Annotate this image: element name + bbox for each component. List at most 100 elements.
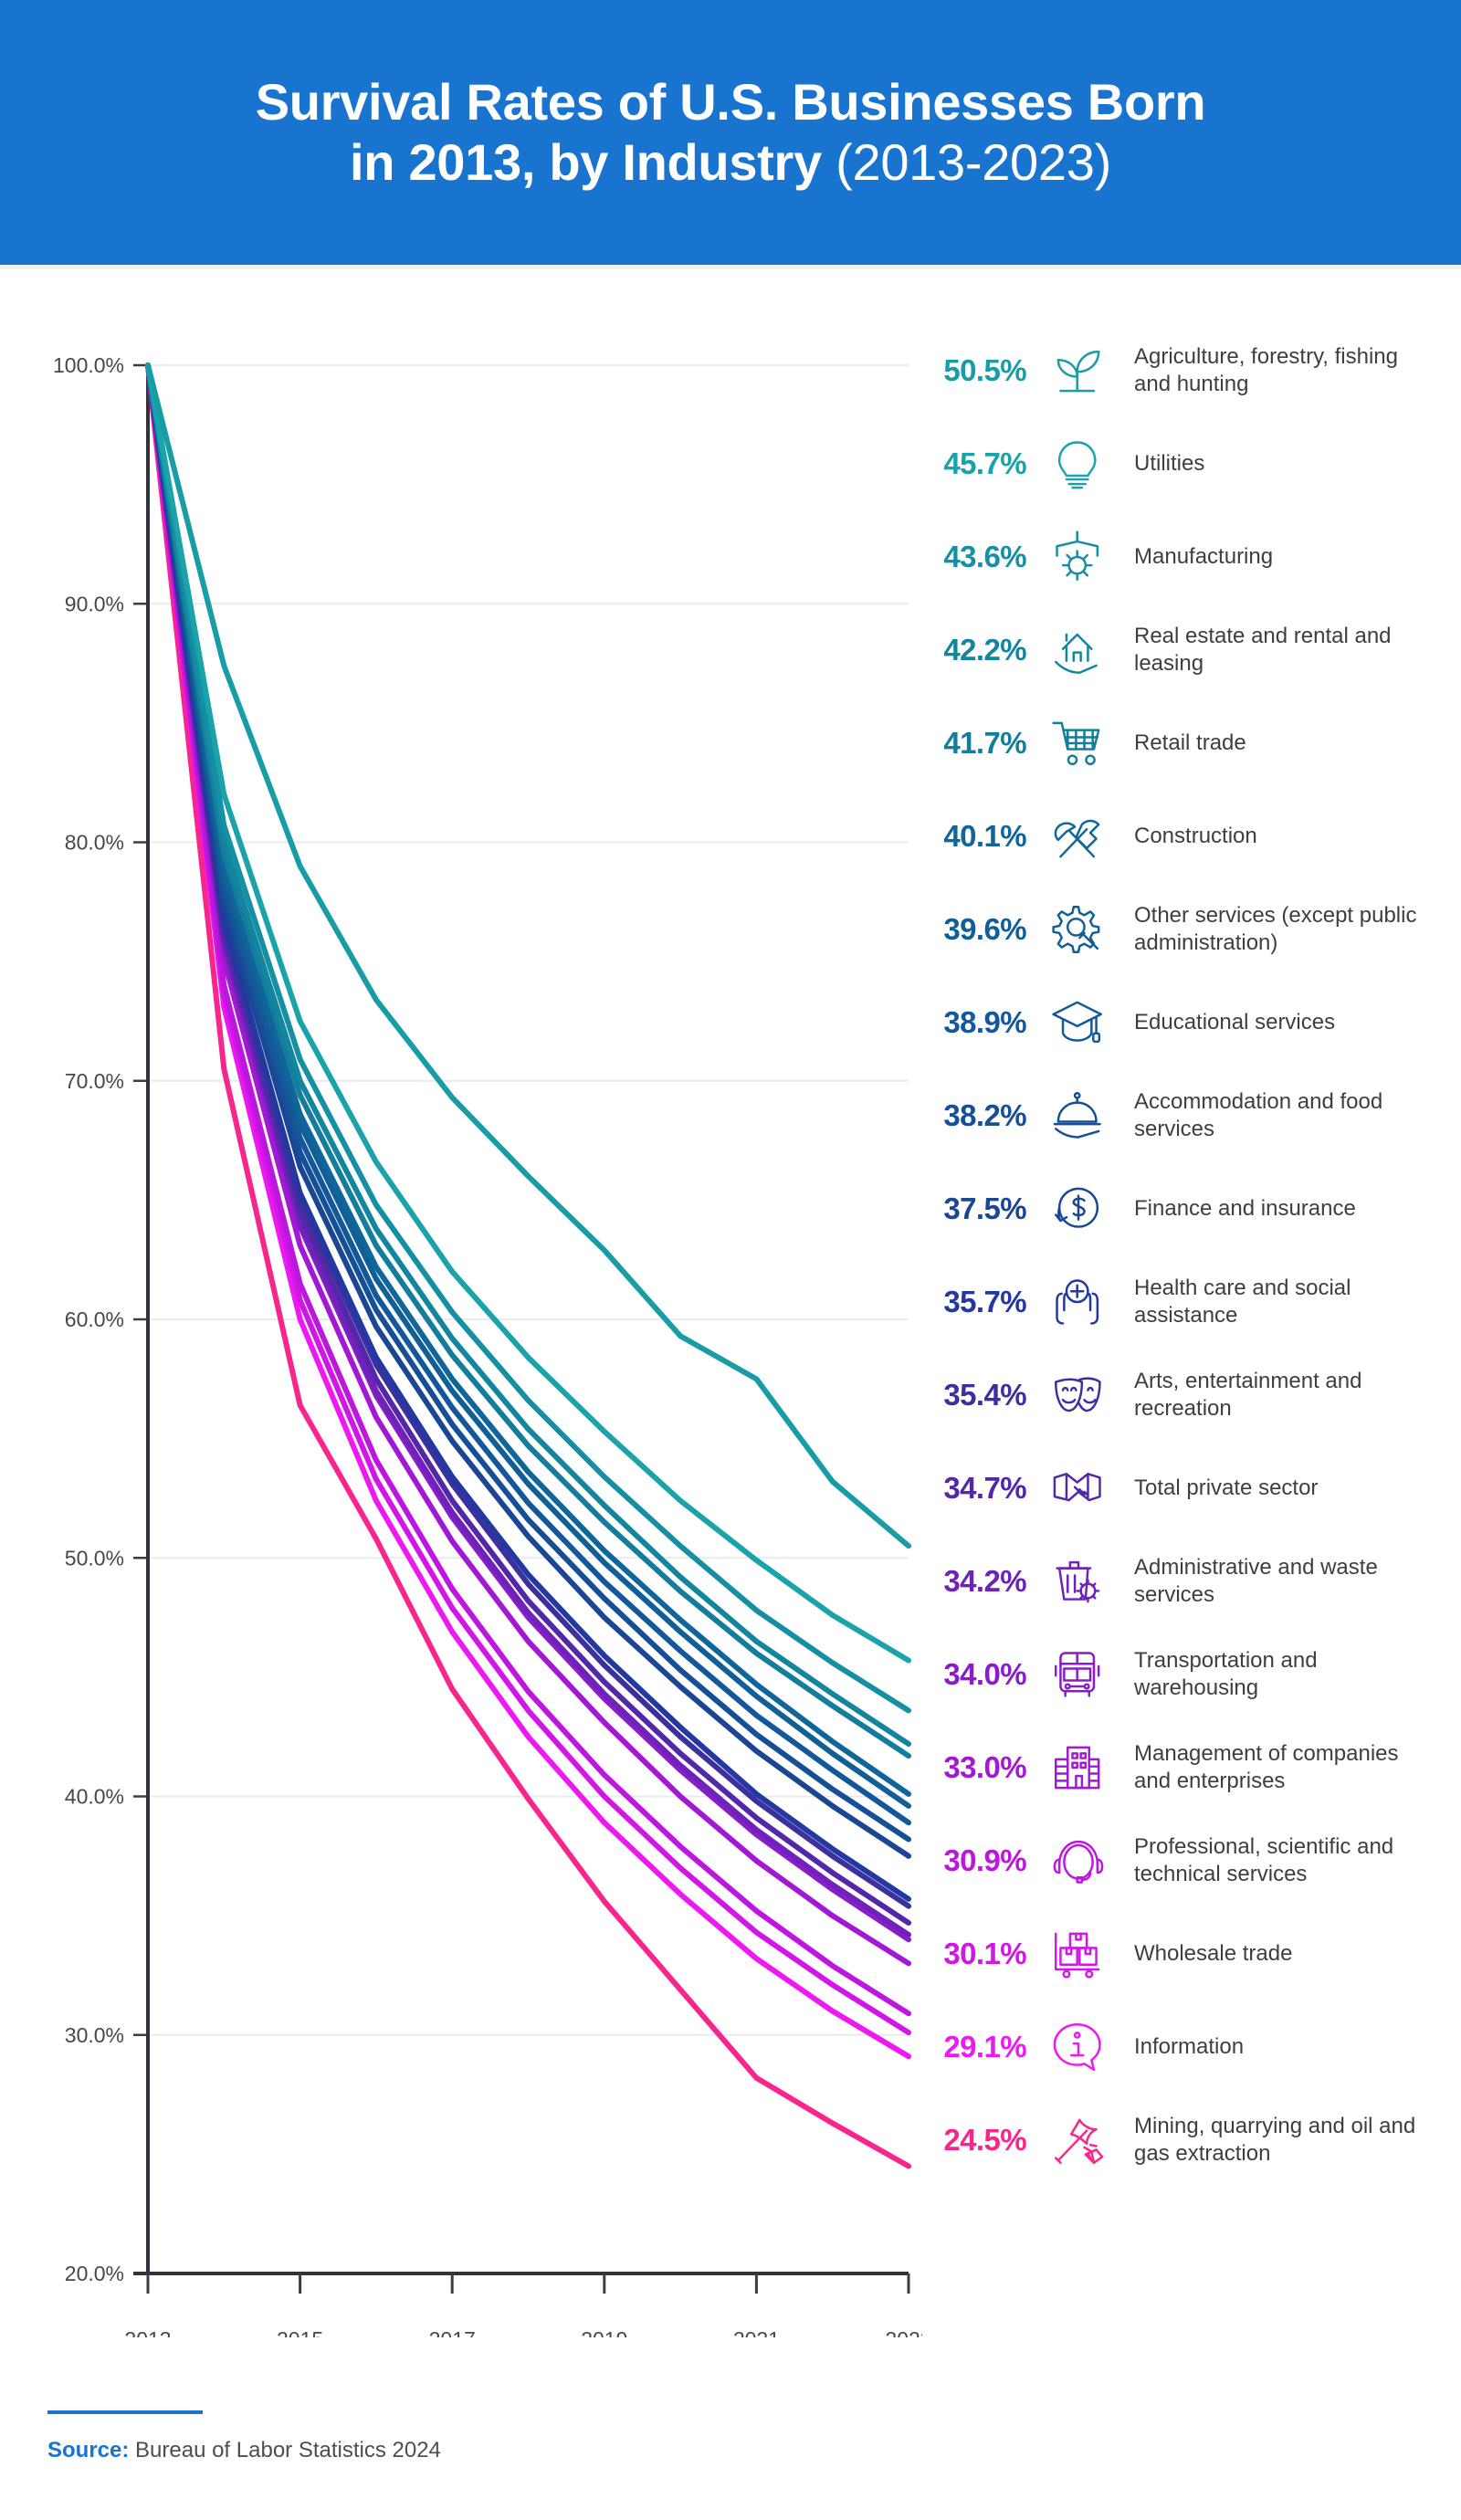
office-building-icon: [1039, 1740, 1118, 1795]
shopping-cart-icon: [1039, 716, 1118, 771]
legend-item[interactable]: 38.9% Educational services: [913, 976, 1461, 1069]
legend-percentage: 42.2%: [943, 633, 1026, 667]
headset-icon: [1039, 1833, 1118, 1888]
y-axis-label: 40.0%: [65, 1785, 124, 1809]
chart-series-line: [145, 362, 911, 1902]
legend-percentage: 33.0%: [943, 1750, 1026, 1784]
chart-series-line: [145, 362, 911, 1748]
bus-icon: [1039, 1647, 1118, 1702]
legend-label: Other services (except public administra…: [1134, 902, 1417, 955]
header-banner: Survival Rates of U.S. Businesses Born i…: [0, 0, 1461, 265]
plant-sprout-icon: [1039, 343, 1118, 398]
legend-label: Transportation and warehousing: [1134, 1647, 1318, 1700]
legend-percentage: 29.1%: [943, 2030, 1026, 2063]
chart-series-line: [145, 362, 911, 1967]
legend-label: Accommodation and food services: [1134, 1088, 1383, 1141]
hammer-wrench-icon: [1039, 809, 1118, 864]
legend-label: Professional, scientific and technical s…: [1134, 1833, 1394, 1886]
title-line-2: in 2013, by Industry (2013-2023): [256, 132, 1206, 193]
hands-medical-cross-icon: [1039, 1275, 1118, 1329]
legend-percentage: 30.9%: [943, 1843, 1026, 1877]
chart-canvas: 20.0% 30.0% 40.0% 50.0% 60.0% 70.0% 80.0% 90.0%…: [53, 353, 922, 2337]
legend-item[interactable]: 35.7% Health care and social assistance: [913, 1255, 1461, 1349]
legend-label: Health care and social assistance: [1134, 1275, 1351, 1328]
y-axis-label: 30.0%: [65, 2023, 124, 2047]
legend-item[interactable]: 40.1% Construction: [913, 790, 1461, 883]
theater-masks-icon: [1039, 1368, 1118, 1423]
legend-percentage: 45.7%: [943, 446, 1026, 480]
chart-series-line: [145, 362, 911, 1714]
title-line-2-range: (2013-2023): [836, 133, 1111, 191]
legend-percentage: 41.7%: [943, 726, 1026, 760]
legend-item[interactable]: 33.0% Management of companies and enterpr…: [913, 1721, 1461, 1814]
y-axis-label: 100.0%: [53, 353, 124, 377]
legend-item[interactable]: 34.2% Administrative and waste services: [913, 1535, 1461, 1628]
chart-series-line: [145, 362, 911, 2017]
legend-label: Management of companies and enterprises: [1134, 1740, 1399, 1793]
legend-label: Arts, entertainment and recreation: [1134, 1368, 1362, 1421]
legend-item[interactable]: 37.5% Finance and insurance: [913, 1162, 1461, 1255]
chart-series-line: [145, 362, 911, 1759]
legend-percentage: 38.2%: [943, 1098, 1026, 1132]
legend-label: Educational services: [1134, 1009, 1336, 1034]
chart-series-line: [145, 362, 911, 2169]
legend-item[interactable]: 45.7% Utilities: [913, 417, 1461, 510]
chart-legend: 50.5% Agriculture, forestry, fishing and …: [913, 324, 1461, 2187]
x-axis-label: 2021: [733, 2327, 780, 2337]
legend-label: Utilities: [1134, 450, 1205, 476]
gear-factory-icon: [1039, 530, 1118, 584]
legend-label: Manufacturing: [1134, 543, 1274, 569]
source-note: Source: Bureau of Labor Statistics 2024: [47, 2438, 869, 2463]
house-in-hand-icon: [1039, 623, 1118, 677]
chart-series-line: [145, 362, 911, 1843]
handshake-icon: [1039, 1461, 1118, 1516]
legend-label: Total private sector: [1134, 1475, 1319, 1500]
legend-percentage: 40.1%: [943, 819, 1026, 853]
legend-item[interactable]: 43.6% Manufacturing: [913, 510, 1461, 604]
header-divider: [0, 265, 1461, 269]
legend-label: Finance and insurance: [1134, 1195, 1356, 1221]
legend-label: Information: [1134, 2033, 1245, 2059]
legend-item[interactable]: 34.7% Total private sector: [913, 1442, 1461, 1535]
chart-series-line: [145, 362, 911, 1664]
legend-percentage: 30.1%: [943, 1937, 1026, 1970]
gear-wrench-icon: [1039, 902, 1118, 957]
legend-item[interactable]: 30.1% Wholesale trade: [913, 1907, 1461, 2000]
x-axis-label: 2013: [124, 2327, 171, 2337]
legend-item[interactable]: 34.0% Transportation and warehousing: [913, 1628, 1461, 1721]
y-axis-label: 20.0%: [65, 2262, 124, 2285]
lightbulb-icon: [1039, 436, 1118, 491]
legend-item[interactable]: 29.1% Information: [913, 2000, 1461, 2094]
legend-item[interactable]: 30.9% Professional, scientific and techni…: [913, 1814, 1461, 1907]
source-value: Bureau of Labor Statistics 2024: [129, 2438, 441, 2462]
chart-series-line: [145, 362, 911, 1826]
legend-label: Mining, quarrying and oil and gas extrac…: [1134, 2113, 1416, 2166]
chart-series-line: [145, 362, 911, 2060]
legend-item[interactable]: 24.5% Mining, quarrying and oil and gas e…: [913, 2094, 1461, 2187]
legend-percentage: 43.6%: [943, 540, 1026, 573]
pickaxe-icon: [1039, 2113, 1118, 2168]
legend-item[interactable]: 42.2% Real estate and rental and leasing: [913, 604, 1461, 697]
legend-item[interactable]: 41.7% Retail trade: [913, 697, 1461, 790]
legend-percentage: 35.7%: [943, 1285, 1026, 1318]
graduation-cap-icon: [1039, 995, 1118, 1050]
legend-percentage: 39.6%: [943, 912, 1026, 946]
legend-item[interactable]: 38.2% Accommodation and food services: [913, 1069, 1461, 1162]
trash-gear-icon: [1039, 1554, 1118, 1609]
dollar-circle-icon: [1039, 1181, 1118, 1236]
y-axis-label: 90.0%: [65, 592, 124, 615]
legend-label: Agriculture, forestry, fishing and hunti…: [1134, 343, 1398, 396]
legend-item[interactable]: 50.5% Agriculture, forestry, fishing and …: [913, 324, 1461, 417]
legend-label: Administrative and waste services: [1134, 1554, 1378, 1607]
y-axis-label: 60.0%: [65, 1307, 124, 1331]
source-label: Source:: [47, 2438, 130, 2462]
line-chart: 20.0% 30.0% 40.0% 50.0% 60.0% 70.0% 80.0% 90.0%…: [0, 301, 922, 2337]
y-axis-label: 70.0%: [65, 1069, 124, 1093]
legend-item[interactable]: 39.6% Other services (except public admin…: [913, 883, 1461, 976]
x-axis-label: 2023: [885, 2327, 922, 2337]
legend-item[interactable]: 35.4% Arts, entertainment and recreation: [913, 1349, 1461, 1442]
legend-label: Retail trade: [1134, 730, 1246, 755]
legend-percentage: 50.5%: [943, 353, 1026, 387]
boxes-cart-icon: [1039, 1927, 1118, 1981]
